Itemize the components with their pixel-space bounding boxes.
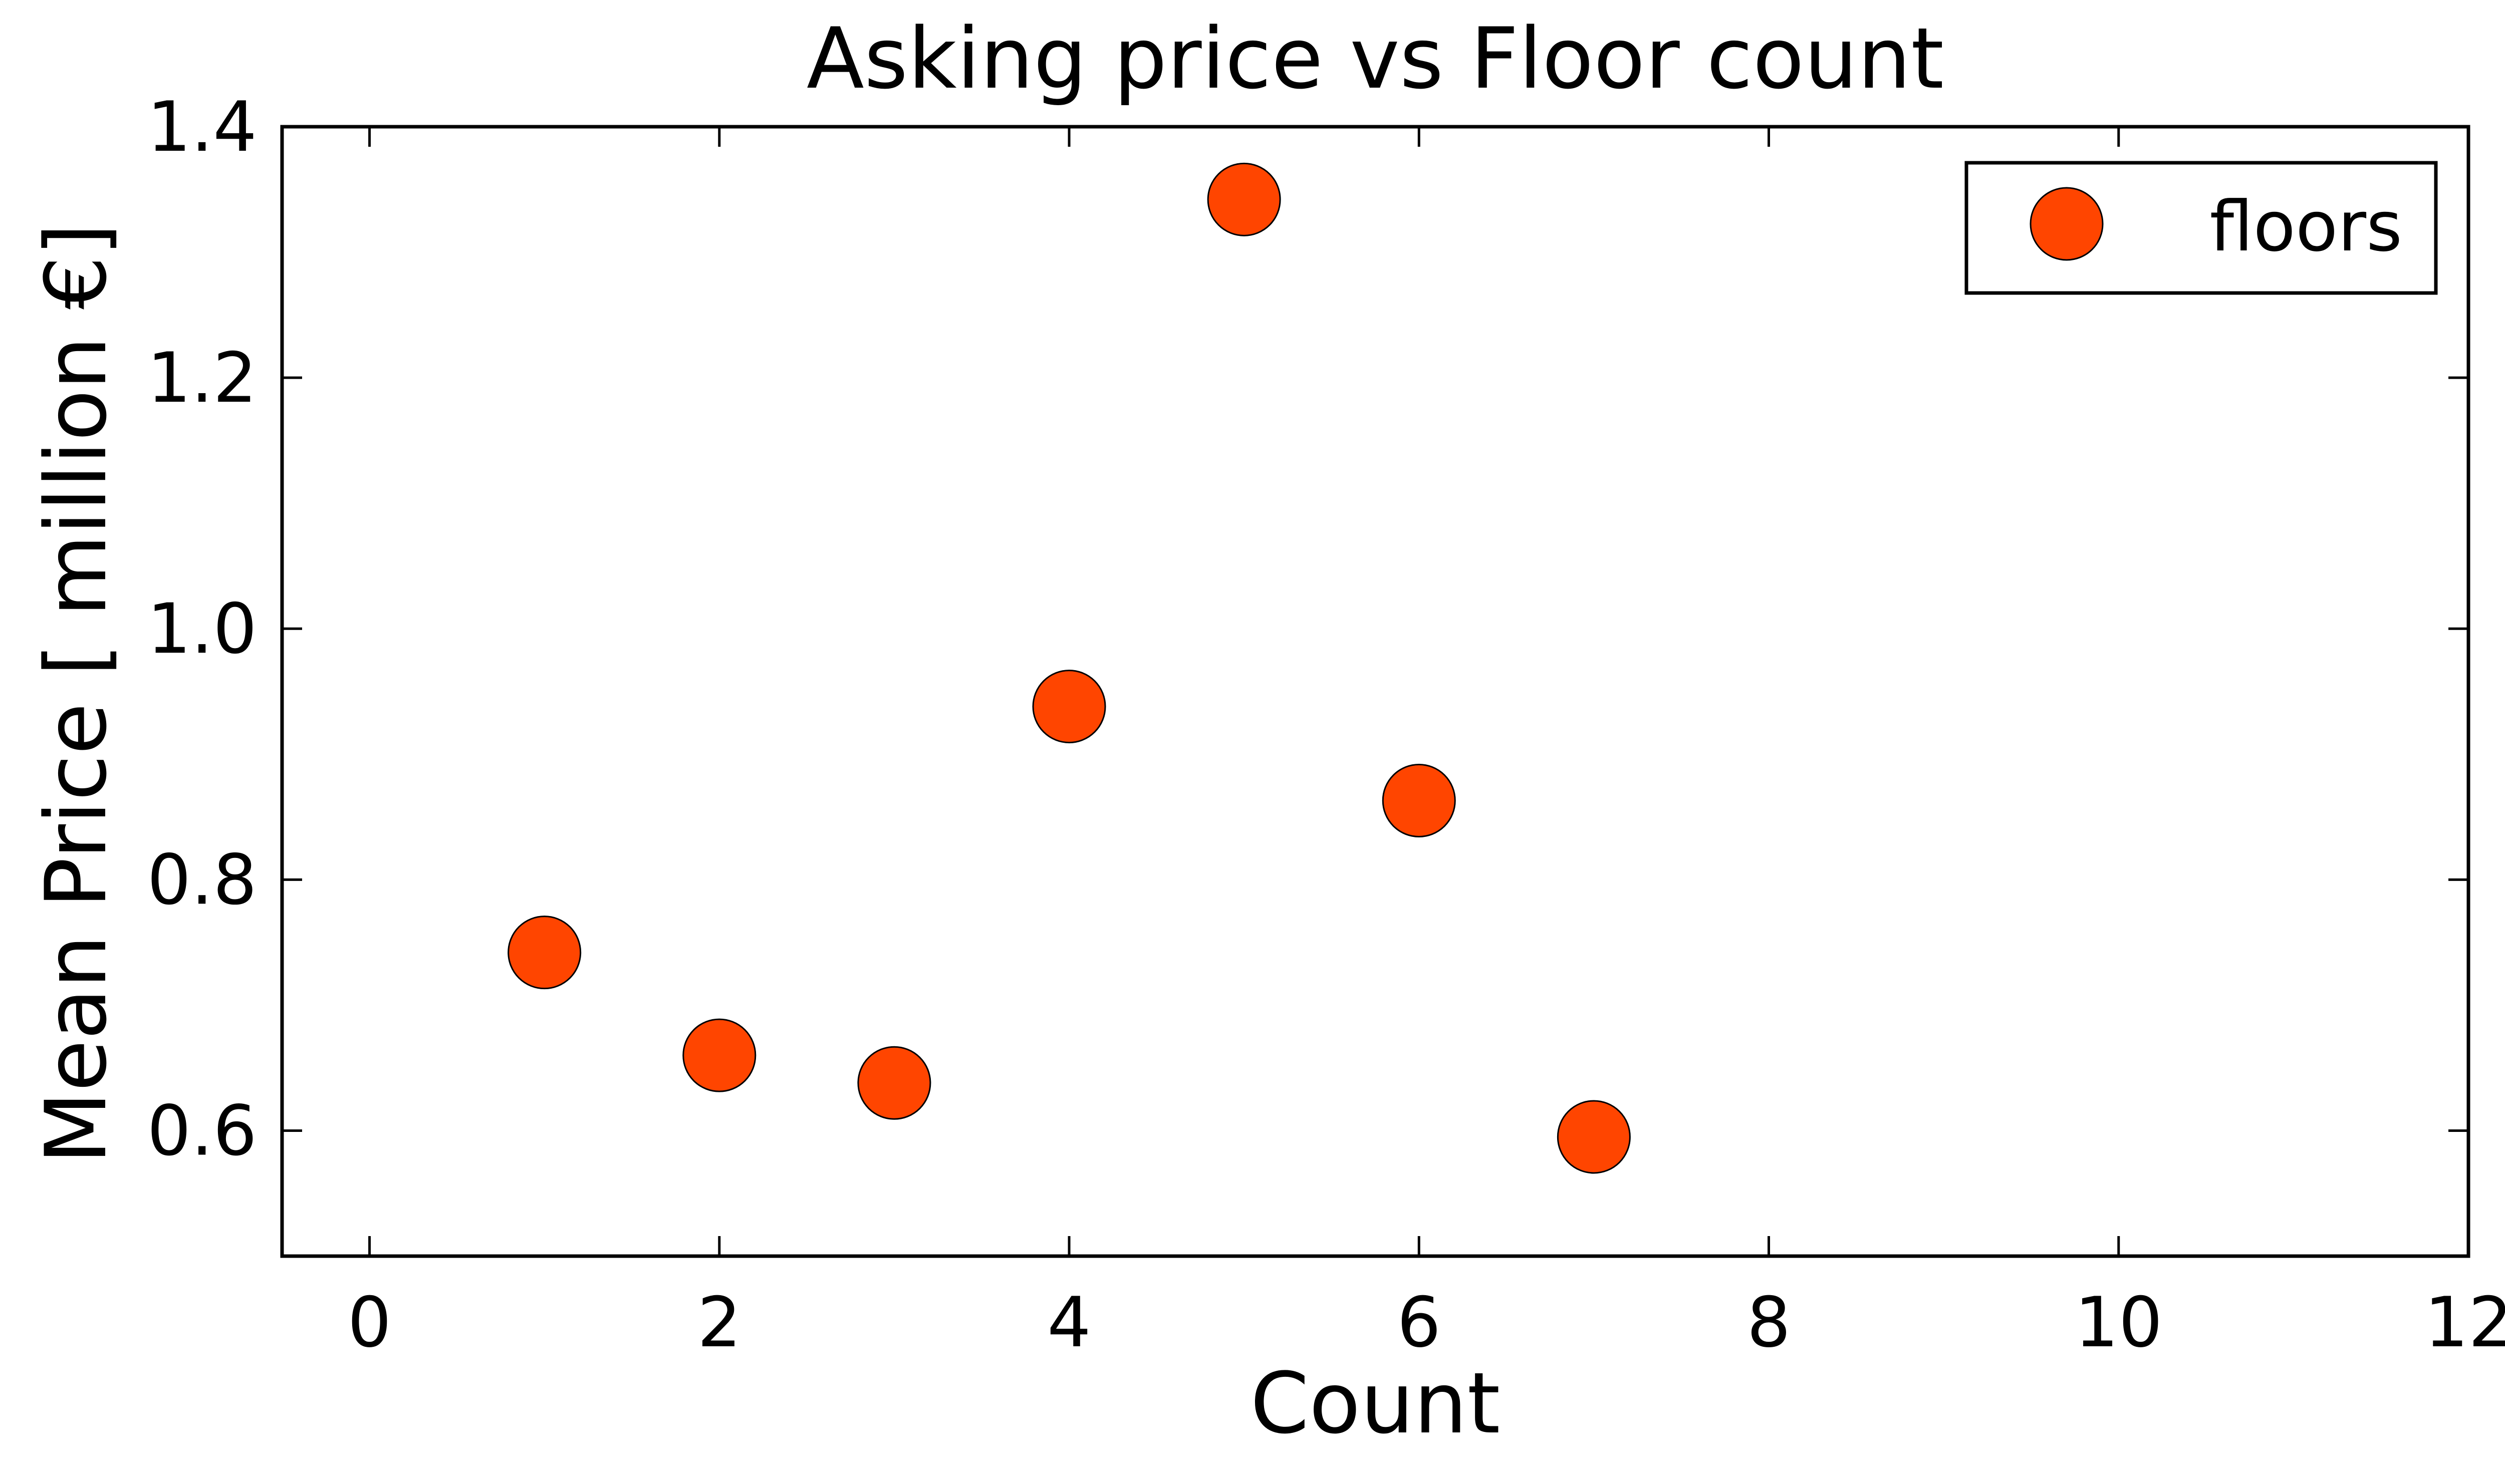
x-tick-label: 10 bbox=[2075, 1282, 2163, 1363]
x-tick-label: 8 bbox=[1747, 1282, 1791, 1363]
x-tick-label: 12 bbox=[2424, 1282, 2505, 1363]
data-point bbox=[682, 1018, 757, 1092]
data-points bbox=[508, 162, 1631, 1174]
x-tick-label: 6 bbox=[1397, 1282, 1441, 1363]
y-tick-label: 0.8 bbox=[147, 839, 257, 920]
plot-area-frame bbox=[280, 125, 2470, 1258]
y-tick-label: 1.2 bbox=[147, 338, 257, 418]
x-axis-label: Count bbox=[1250, 1354, 1500, 1452]
x-tick-label: 4 bbox=[1047, 1282, 1091, 1363]
data-point bbox=[857, 1046, 931, 1120]
y-tick-label: 1.4 bbox=[147, 87, 257, 167]
x-tick-label: 2 bbox=[697, 1282, 741, 1363]
y-tick-label: 0.6 bbox=[147, 1090, 257, 1171]
data-point bbox=[1207, 162, 1281, 236]
y-tick-label: 1.0 bbox=[147, 588, 257, 669]
legend-marker-floors bbox=[2030, 187, 2104, 261]
data-point bbox=[1557, 1100, 1631, 1174]
axis-ticks: 0 2 4 6 8 10 12 0.6 0.8 1.0 1.2 1.4 bbox=[147, 87, 2505, 1363]
data-point bbox=[508, 916, 582, 990]
legend: floors bbox=[1964, 161, 2438, 295]
chart-title: Asking price vs Floor count bbox=[807, 10, 1944, 108]
data-point bbox=[1382, 763, 1456, 837]
y-axis-label: Mean Price [ million €] bbox=[27, 223, 125, 1164]
x-tick-label: 0 bbox=[348, 1282, 392, 1363]
legend-label-floors: floors bbox=[2210, 186, 2402, 267]
data-point bbox=[1032, 670, 1106, 744]
